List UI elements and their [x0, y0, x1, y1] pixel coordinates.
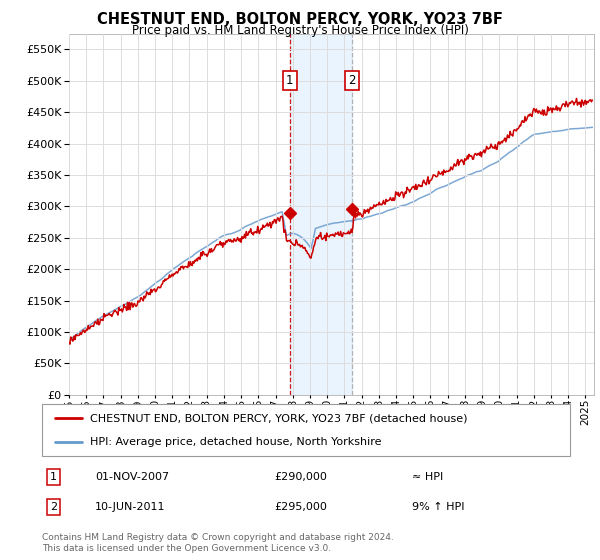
- Text: HPI: Average price, detached house, North Yorkshire: HPI: Average price, detached house, Nort…: [89, 437, 381, 447]
- Text: Contains HM Land Registry data © Crown copyright and database right 2024.
This d: Contains HM Land Registry data © Crown c…: [42, 533, 394, 553]
- Text: 2: 2: [348, 74, 356, 87]
- Text: 9% ↑ HPI: 9% ↑ HPI: [412, 502, 464, 512]
- Text: 01-NOV-2007: 01-NOV-2007: [95, 472, 169, 482]
- Text: £295,000: £295,000: [274, 502, 327, 512]
- Text: 2: 2: [50, 502, 57, 512]
- Text: 10-JUN-2011: 10-JUN-2011: [95, 502, 166, 512]
- Text: ≈ HPI: ≈ HPI: [412, 472, 443, 482]
- FancyBboxPatch shape: [42, 404, 570, 456]
- Bar: [290, 34, 352, 395]
- Text: Price paid vs. HM Land Registry's House Price Index (HPI): Price paid vs. HM Land Registry's House …: [131, 24, 469, 37]
- Text: CHESTNUT END, BOLTON PERCY, YORK, YO23 7BF: CHESTNUT END, BOLTON PERCY, YORK, YO23 7…: [97, 12, 503, 27]
- Text: £290,000: £290,000: [274, 472, 327, 482]
- Text: CHESTNUT END, BOLTON PERCY, YORK, YO23 7BF (detached house): CHESTNUT END, BOLTON PERCY, YORK, YO23 7…: [89, 413, 467, 423]
- Text: 1: 1: [50, 472, 57, 482]
- Text: 1: 1: [286, 74, 293, 87]
